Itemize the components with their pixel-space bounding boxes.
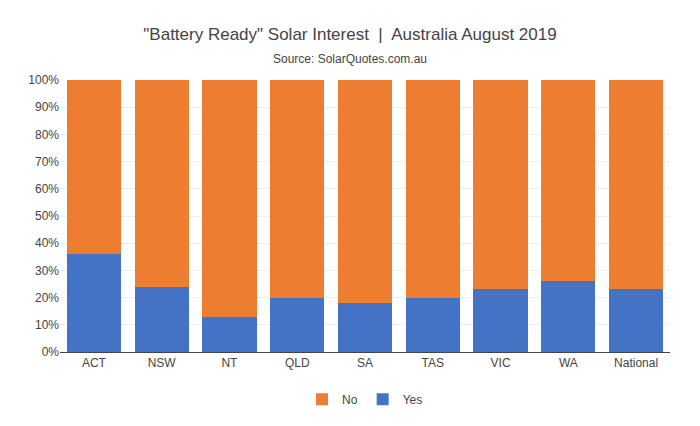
svg-text:National: National [614,356,658,370]
svg-text:No: No [342,393,358,407]
svg-text:40%: 40% [35,236,59,250]
svg-text:20%: 20% [35,291,59,305]
svg-text:VIC: VIC [491,356,511,370]
svg-text:WA: WA [559,356,578,370]
svg-text:100%: 100% [28,73,59,87]
svg-text:90%: 90% [35,100,59,114]
svg-text:NSW: NSW [148,356,177,370]
svg-text:QLD: QLD [285,356,310,370]
svg-text:Yes: Yes [403,393,423,407]
svg-text:SA: SA [357,356,373,370]
svg-text:10%: 10% [35,318,59,332]
svg-text:ACT: ACT [82,356,107,370]
svg-text:"Battery Ready" Solar Interest: "Battery Ready" Solar Interest | Austral… [143,25,556,44]
svg-text:50%: 50% [35,209,59,223]
svg-text:0%: 0% [42,345,60,359]
svg-text:TAS: TAS [422,356,444,370]
svg-text:Source: SolarQuotes.com.au: Source: SolarQuotes.com.au [273,52,427,66]
svg-text:80%: 80% [35,128,59,142]
svg-text:30%: 30% [35,264,59,278]
svg-text:60%: 60% [35,182,59,196]
svg-text:NT: NT [221,356,238,370]
svg-text:70%: 70% [35,155,59,169]
